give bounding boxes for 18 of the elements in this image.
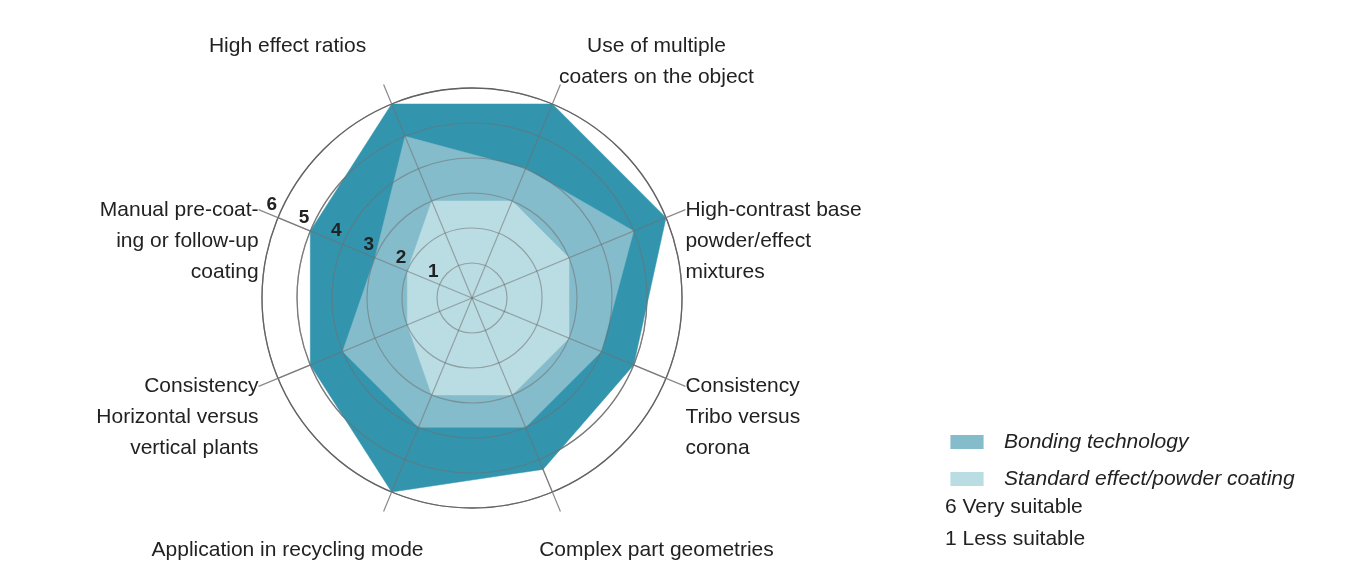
text: 1 Less suitable [945,526,1086,549]
legend-label: Standard effect/powder coating [1004,466,1296,489]
spoke-label: Consistency Horizontal versus vertical plants [96,373,260,459]
y-tick-label: 5 [298,206,310,228]
spoke-label: High effect ratios [208,32,367,56]
y-tick-label: 4 [331,219,343,241]
spoke-label: Complex part geometries [539,537,774,561]
legend-label: Bonding technology [1004,429,1190,452]
spoke-label: Use of multiple coaters on the object [558,32,755,87]
spoke-label: Manual pre-coat- ing or follow-up coating [99,196,259,282]
spoke-label: Application in recycling mode [151,537,424,561]
spoke-label: High-contrast base powder/effect mixtures [685,196,862,282]
y-tick-label: 6 [266,192,277,214]
y-tick-label: 3 [363,232,374,254]
spoke-label: Consistency Tribo versus corona [685,373,801,459]
text: 6 Very suitable [945,494,1083,517]
y-tick-label: 1 [428,259,440,281]
y-tick-label: 2 [395,246,407,268]
